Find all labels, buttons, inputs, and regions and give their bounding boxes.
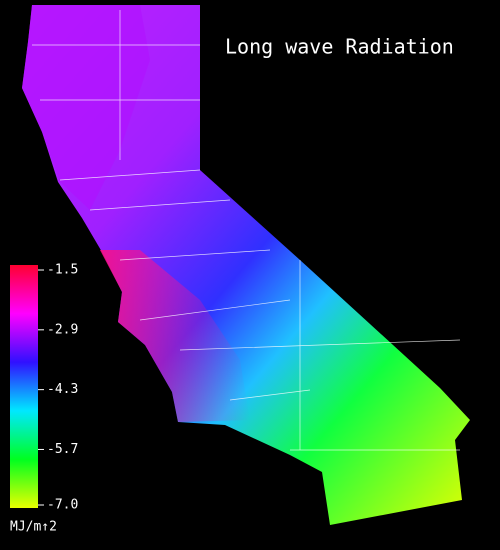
colorbar-tick-label: -5.7 bbox=[47, 442, 78, 457]
colorbar bbox=[10, 265, 38, 508]
colorbar-unit: MJ/m↑2 bbox=[10, 520, 57, 535]
colorbar-tick-label: -7.0 bbox=[47, 498, 78, 513]
coastal-region bbox=[100, 250, 250, 422]
north-region bbox=[22, 5, 150, 210]
colorbar-tick-label: -2.9 bbox=[47, 322, 78, 337]
map-title: Long wave Radiation bbox=[225, 35, 454, 59]
california-map bbox=[22, 5, 470, 525]
county-lines bbox=[32, 10, 461, 451]
colorbar-tick-label: -4.3 bbox=[47, 382, 78, 397]
colorbar-tick-label: -1.5 bbox=[47, 263, 78, 278]
